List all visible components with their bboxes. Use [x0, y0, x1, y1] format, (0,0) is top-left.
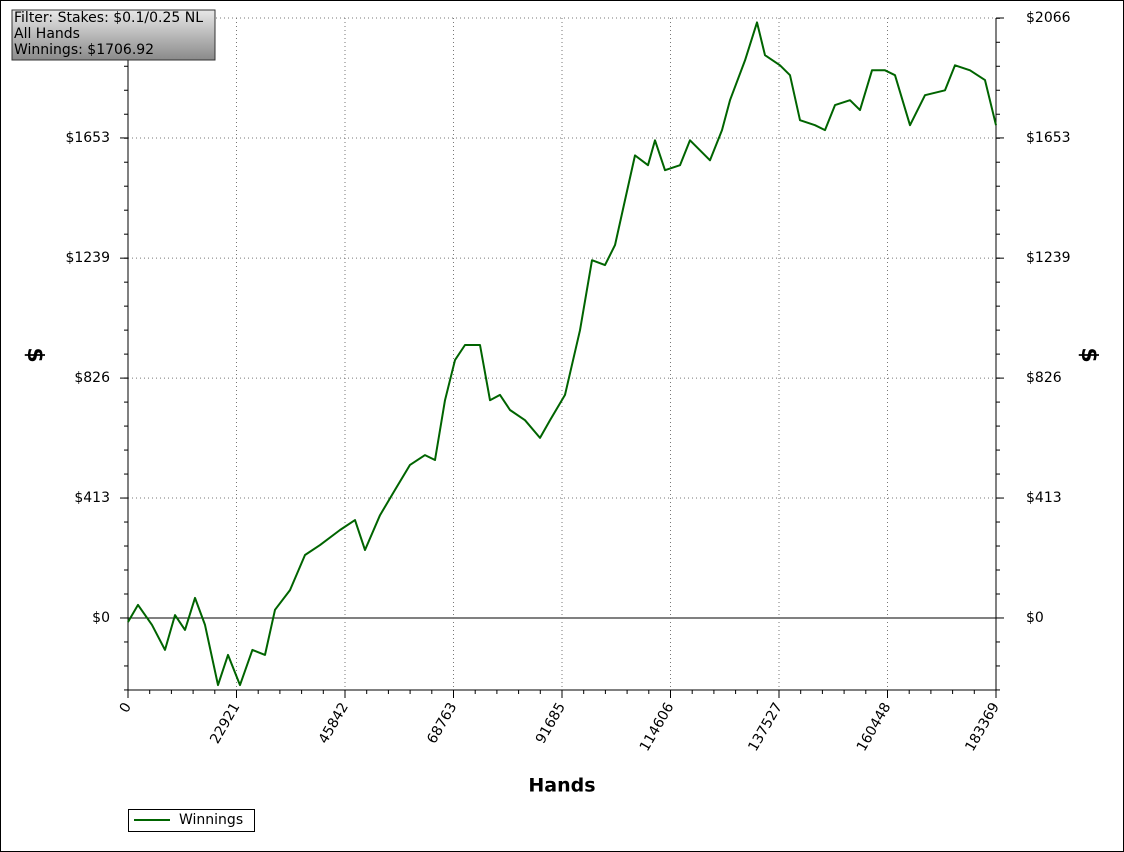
y2-tick-label: $1239: [1026, 250, 1071, 266]
legend: [128, 809, 255, 832]
y-axis-title: $: [22, 347, 47, 362]
y2-tick-label: $1653: [1026, 130, 1071, 146]
y-tick-label: $413: [74, 490, 110, 506]
y-tick-label: $1653: [65, 130, 110, 146]
y2-tick-label: $826: [1026, 370, 1062, 386]
y2-axis-title: $: [1076, 347, 1101, 362]
y2-tick-label: $413: [1026, 490, 1062, 506]
y-tick-label: $1239: [65, 250, 110, 266]
info-text: Winnings: $1706.92: [14, 42, 154, 58]
y-tick-label: $826: [74, 370, 110, 386]
series-line: [127, 21, 997, 687]
info-text: Filter: Stakes: $0.1/0.25 NL: [14, 10, 203, 26]
y2-tick-label: $2066: [1026, 10, 1071, 26]
info-box: [11, 9, 216, 61]
info-text: All Hands: [14, 26, 80, 42]
y-tick-label: $0: [92, 610, 110, 626]
x-axis-title: Hands: [528, 775, 595, 797]
y2-tick-label: $0: [1026, 610, 1044, 626]
legend-label: Winnings: [179, 812, 243, 828]
